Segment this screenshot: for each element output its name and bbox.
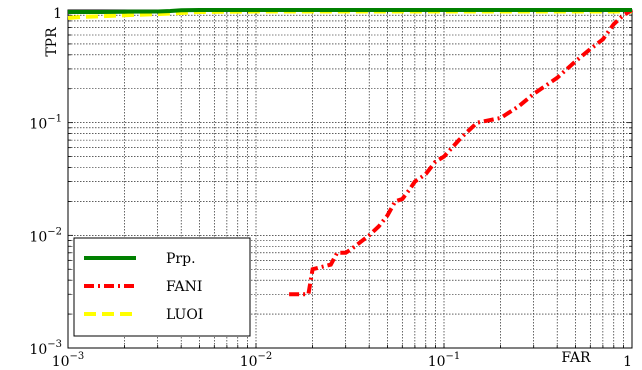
legend-label: LUOI — [166, 307, 203, 323]
legend-label: FANI — [166, 279, 202, 295]
legend-box — [73, 237, 251, 337]
series-line-fani — [289, 8, 634, 297]
tick-labels: 10−3 10−2 10−1 1 10−3 10−2 10−1 1 — [29, 6, 632, 370]
x-tick-label: 1 — [623, 354, 632, 370]
y-tick-label: 10−2 — [29, 226, 62, 245]
x-tick-label: 10−2 — [240, 351, 273, 370]
x-tick-label: 10−3 — [52, 351, 85, 370]
series-line-prp — [68, 8, 632, 14]
y-tick-label: 10−3 — [29, 339, 62, 358]
y-axis-label: TPR — [44, 27, 60, 57]
series-layer — [67, 8, 634, 297]
y-tick-label: 10−1 — [29, 114, 62, 133]
legend-label: Prp. — [166, 251, 196, 267]
series-line-luoi — [67, 9, 632, 20]
y-tick-label: 1 — [53, 6, 62, 22]
x-axis-label: FAR — [561, 350, 591, 366]
legend: Prp. FANI LUOI — [73, 237, 251, 337]
x-tick-label: 10−1 — [428, 351, 461, 370]
